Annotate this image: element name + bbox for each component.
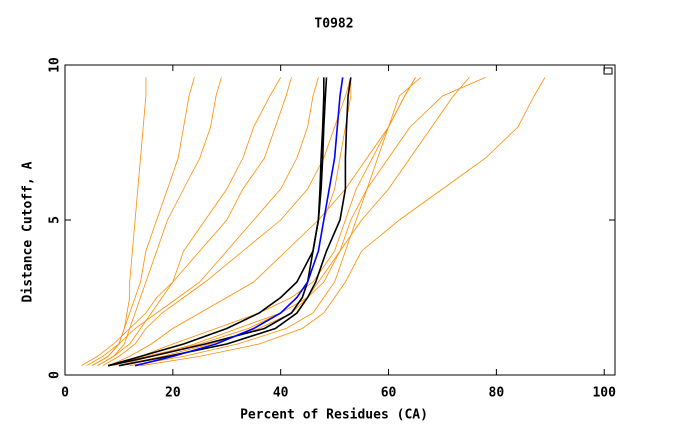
series-line <box>97 77 282 367</box>
series-line <box>107 77 328 367</box>
plot-area <box>81 77 546 367</box>
x-tick-label: 0 <box>61 386 69 401</box>
series-line <box>97 77 222 367</box>
x-tick-label: 80 <box>489 386 505 401</box>
x-tick-label: 20 <box>165 386 181 401</box>
series-line <box>129 77 422 367</box>
series-line <box>91 77 147 367</box>
series-line <box>140 77 546 367</box>
x-tick-label: 40 <box>273 386 289 401</box>
series-line <box>118 77 470 367</box>
series-line <box>107 77 416 367</box>
y-axis-label: Distance Cutoff, A <box>21 161 36 302</box>
y-tick-label: 0 <box>48 371 63 379</box>
series-line <box>118 77 352 367</box>
series-line <box>91 77 195 367</box>
series-line <box>86 77 319 367</box>
series-line <box>118 77 486 367</box>
y-tick-label: 10 <box>48 57 63 73</box>
series-line <box>81 77 292 367</box>
chart-title: T0982 <box>314 17 353 32</box>
x-axis-label: Percent of Residues (CA) <box>240 408 428 423</box>
corner-box <box>603 67 613 75</box>
y-tick-label: 5 <box>48 216 63 224</box>
series-line <box>113 77 416 367</box>
x-tick-label: 60 <box>381 386 397 401</box>
series-line <box>107 77 325 367</box>
x-tick-label: 100 <box>592 386 616 401</box>
series-line <box>102 77 352 367</box>
series-line <box>134 77 344 367</box>
